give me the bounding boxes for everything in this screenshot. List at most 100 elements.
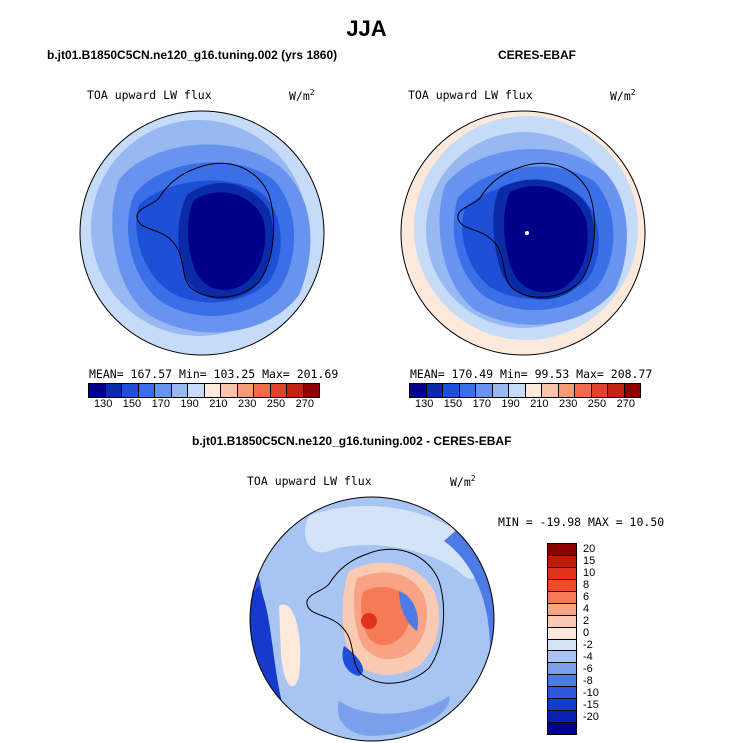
panel2-colorbar-ticks: 130 150 170 190 210 230 250 270	[409, 398, 641, 410]
colorbar-tick-label: 190	[180, 398, 199, 410]
panel2-colorbar-swatches	[409, 383, 641, 398]
panel1-variable-label: TOA upward LW flux	[87, 88, 212, 102]
panel2-unit: W/m2	[610, 88, 636, 103]
colorbar-swatch	[608, 384, 625, 397]
panel1-polar-map	[79, 110, 325, 356]
colorbar-swatch	[188, 384, 205, 397]
colorbar-tick-label: 150	[122, 398, 142, 410]
colorbar-swatch	[558, 384, 575, 397]
colorbar-tick-label: 130	[415, 398, 434, 410]
colorbar-tick-label: 230	[558, 398, 578, 410]
colorbar-swatch	[548, 651, 576, 664]
panel3-variable-label: TOA upward LW flux	[247, 474, 372, 488]
colorbar-tick-label: 8	[583, 579, 590, 591]
colorbar-swatch	[204, 384, 221, 397]
colorbar-tick-label: 210	[209, 398, 228, 410]
colorbar-swatch	[548, 699, 576, 712]
colorbar-swatch	[410, 384, 427, 397]
colorbar-swatch	[548, 675, 576, 688]
colorbar-swatch	[476, 384, 493, 397]
colorbar-swatch	[548, 579, 576, 592]
colorbar-tick-label: 230	[237, 398, 257, 410]
colorbar-tick-label: 190	[501, 398, 520, 410]
colorbar-tick-label: -15	[583, 699, 599, 711]
colorbar-swatch	[548, 663, 576, 676]
colorbar-swatch	[221, 384, 238, 397]
colorbar-swatch	[542, 384, 559, 397]
panel1-title: b.jt01.B1850C5CN.ne120_g16.tuning.002 (y…	[47, 48, 338, 62]
colorbar-swatch	[509, 384, 526, 397]
colorbar-swatch	[443, 384, 460, 397]
colorbar-tick-label: -2	[583, 639, 593, 651]
colorbar-swatch	[548, 627, 576, 640]
colorbar-tick-label: 15	[583, 555, 596, 567]
colorbar-tick-label: 2	[583, 615, 590, 627]
panel1-unit: W/m2	[289, 88, 315, 103]
colorbar-tick-label: 250	[587, 398, 607, 410]
colorbar-swatch	[270, 384, 287, 397]
panel2-colorbar: 130 150 170 190 210 230 250 270	[409, 383, 641, 410]
colorbar-tick-label: 270	[616, 398, 635, 410]
colorbar-tick-label: 20	[583, 543, 596, 555]
colorbar-swatch	[548, 615, 576, 628]
panel2-stats: MEAN= 170.49 Min= 99.53 Max= 208.77	[410, 367, 653, 381]
colorbar-tick-label: -20	[583, 711, 599, 723]
season-title: JJA	[346, 16, 387, 41]
colorbar-tick-label: 6	[583, 591, 590, 603]
colorbar-swatch	[548, 567, 576, 580]
colorbar-swatch	[254, 384, 271, 397]
colorbar-swatch	[575, 384, 592, 397]
colorbar-swatch	[459, 384, 476, 397]
panel1-stats: MEAN= 167.57 Min= 103.25 Max= 201.69	[89, 367, 339, 381]
panel3-unit: W/m2	[450, 474, 476, 489]
colorbar-tick-label: 150	[443, 398, 463, 410]
panel2-polar-map	[400, 110, 646, 356]
colorbar-swatch	[525, 384, 542, 397]
colorbar-tick-label: -8	[583, 675, 593, 687]
colorbar-tick-label: 130	[94, 398, 113, 410]
colorbar-swatch	[237, 384, 254, 397]
colorbar-swatch	[548, 687, 576, 700]
colorbar-tick-label: -10	[583, 687, 599, 699]
colorbar-tick-label: 270	[295, 398, 314, 410]
colorbar-swatch	[548, 639, 576, 652]
panel3-colorbar-swatches	[547, 543, 577, 735]
colorbar-swatch	[492, 384, 509, 397]
colorbar-swatch	[548, 591, 576, 604]
colorbar-tick-label: 0	[583, 627, 590, 639]
colorbar-tick-label: 210	[530, 398, 549, 410]
colorbar-tick-label: -4	[583, 651, 593, 663]
panel1-colorbar-swatches	[88, 383, 320, 398]
colorbar-tick-label: -6	[583, 663, 593, 675]
colorbar-swatch	[548, 603, 576, 616]
colorbar-tick-label: 250	[266, 398, 286, 410]
colorbar-tick-label: 10	[583, 567, 596, 579]
colorbar-swatch	[138, 384, 155, 397]
colorbar-swatch	[89, 384, 106, 397]
panel3-polar-map	[249, 496, 495, 742]
colorbar-swatch	[591, 384, 608, 397]
colorbar-swatch	[548, 555, 576, 568]
panel2-variable-label: TOA upward LW flux	[408, 88, 533, 102]
colorbar-swatch	[548, 723, 576, 734]
colorbar-swatch	[155, 384, 172, 397]
colorbar-swatch	[624, 384, 640, 397]
panel3-title: b.jt01.B1850C5CN.ne120_g16.tuning.002 - …	[192, 434, 512, 448]
colorbar-swatch	[303, 384, 319, 397]
colorbar-tick-label: 170	[472, 398, 491, 410]
colorbar-swatch	[171, 384, 188, 397]
colorbar-swatch	[287, 384, 304, 397]
colorbar-swatch	[122, 384, 139, 397]
panel1-colorbar-ticks: 130 150 170 190 210 230 250 270	[88, 398, 320, 410]
colorbar-tick-label: 4	[583, 603, 590, 615]
panel2-title: CERES-EBAF	[498, 48, 577, 62]
panel3-colorbar: 20 15 10 8 6 4 2 0 -2 -4 -6 -8 -10 -15 -20	[547, 543, 599, 735]
colorbar-swatch	[105, 384, 122, 397]
panel3-colorbar-ticks: 20 15 10 8 6 4 2 0 -2 -4 -6 -8 -10 -15 -20	[583, 543, 613, 735]
colorbar-swatch	[426, 384, 443, 397]
colorbar-tick-label: 170	[151, 398, 170, 410]
panel3-stats: MIN = -19.98 MAX = 10.50	[498, 515, 665, 529]
colorbar-swatch	[548, 711, 576, 724]
colorbar-swatch	[548, 544, 576, 556]
panel1-colorbar: 130 150 170 190 210 230 250 270	[88, 383, 320, 410]
